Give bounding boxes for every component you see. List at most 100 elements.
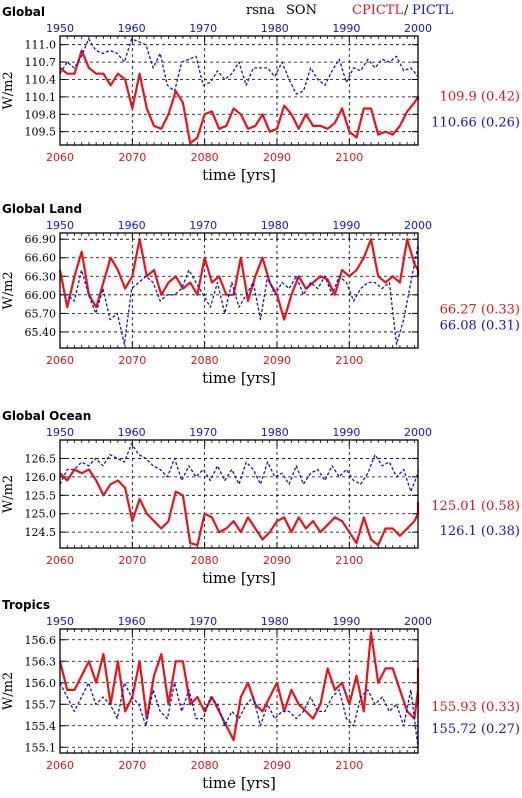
x-top-tick-label: 1960: [118, 615, 146, 628]
plot-frame: [59, 35, 419, 146]
x-bottom-tick-label: 2080: [191, 151, 219, 164]
panel-title: Tropics: [2, 598, 50, 612]
y-tick-label: 126.0: [25, 471, 57, 484]
x-bottom-tick-label: 2060: [46, 354, 74, 367]
x-axis-label: time [yrs]: [202, 166, 276, 184]
panel-title: Global Land: [2, 202, 82, 216]
y-tick-label: 155.7: [25, 698, 57, 711]
x-axis-label: time [yrs]: [202, 369, 276, 387]
x-top-tick-label: 2000: [404, 22, 432, 35]
x-axis-label: time [yrs]: [202, 569, 276, 587]
y-tick-label: 109.8: [25, 108, 57, 121]
y-tick-label: 156.3: [25, 655, 57, 668]
x-bottom-tick-label: 2070: [118, 354, 146, 367]
x-bottom-tick-label: 2080: [191, 554, 219, 567]
x-bottom-tick-label: 2080: [191, 354, 219, 367]
y-tick-label: 66.00: [25, 289, 57, 302]
x-bottom-tick-label: 2070: [118, 554, 146, 567]
y-axis-label: W/m2: [1, 475, 16, 513]
y-tick-label: 156.6: [25, 634, 57, 647]
y-tick-label: 109.5: [25, 126, 57, 139]
x-bottom-tick-label: 2070: [118, 759, 146, 772]
x-top-tick-label: 1990: [332, 426, 360, 439]
x-top-tick-label: 1960: [118, 426, 146, 439]
header-variable: rsna: [246, 3, 275, 18]
x-top-tick-label: 1950: [46, 22, 74, 35]
x-bottom-tick-label: 2090: [263, 151, 291, 164]
x-axis-label: time [yrs]: [202, 774, 276, 792]
x-bottom-tick-label: 2100: [335, 151, 363, 164]
legend-red-label: CPICTL: [352, 3, 403, 18]
x-bottom-tick-label: 2090: [263, 759, 291, 772]
x-bottom-tick-label: 2090: [263, 354, 291, 367]
x-top-tick-label: 1970: [189, 22, 217, 35]
x-bottom-tick-label: 2070: [118, 151, 146, 164]
x-top-tick-label: 1950: [46, 615, 74, 628]
x-top-tick-label: 1960: [118, 219, 146, 232]
series-line-cpictl: [58, 631, 420, 742]
y-tick-label: 110.7: [25, 56, 57, 69]
series-line-pictl: [60, 244, 419, 345]
x-bottom-tick-label: 2100: [335, 554, 363, 567]
y-axis-label: W/m2: [1, 672, 16, 710]
y-tick-label: 65.40: [25, 326, 57, 339]
legend-blue-label: PICTL: [412, 3, 454, 18]
chart-panel-2: Global Ocean 1950 1960 1970 1980 1990 2000 126.…: [1, 409, 520, 587]
series-summary-cpictl: 125.01 (0.58): [431, 499, 520, 514]
series-line-pictl: [59, 682, 419, 748]
x-top-tick-label: 1950: [46, 219, 74, 232]
x-top-tick-label: 2000: [404, 219, 432, 232]
y-tick-label: 66.30: [25, 270, 57, 283]
plot-frame: [59, 628, 419, 754]
series-line-cpictl: [59, 49, 420, 145]
header-season: SON: [286, 3, 317, 18]
legend-separator: /: [404, 3, 409, 18]
y-tick-label: 66.90: [25, 233, 57, 246]
x-top-tick-label: 1980: [261, 22, 289, 35]
series-line-cpictl: [58, 238, 420, 321]
y-tick-label: 66.60: [25, 252, 57, 265]
chart-panel-3: Tropics 1950 1960 1970 1980 1990 2000 156.6 156.…: [1, 598, 520, 792]
series-summary-cpictl: 109.9 (0.42): [440, 89, 520, 104]
panel-title: Global: [2, 5, 45, 19]
y-tick-label: 155.1: [25, 741, 57, 754]
y-tick-label: 124.5: [25, 526, 57, 539]
x-bottom-tick-label: 2060: [46, 759, 74, 772]
plot-frame: [59, 439, 419, 549]
panel-title: Global Ocean: [2, 409, 91, 423]
y-axis-label: W/m2: [1, 271, 16, 309]
series-summary-cpictl: 155.93 (0.33): [431, 700, 520, 715]
y-tick-label: 125.0: [25, 508, 57, 521]
x-top-tick-label: 2000: [404, 615, 432, 628]
series-summary-pictl: 155.72 (0.27): [431, 722, 520, 737]
chart-panel-1: Global Land 1950 1960 1970 1980 1990 2000 66.90…: [1, 202, 520, 387]
y-tick-label: 155.4: [25, 720, 57, 733]
x-top-tick-label: 1960: [118, 22, 146, 35]
x-bottom-tick-label: 2080: [191, 759, 219, 772]
x-top-tick-label: 1990: [332, 22, 360, 35]
series-line-pictl: [59, 443, 419, 493]
y-axis-label: W/m2: [1, 71, 16, 109]
y-tick-label: 126.5: [25, 452, 57, 465]
y-tick-label: 111.0: [25, 39, 57, 52]
x-top-tick-label: 1970: [189, 426, 217, 439]
series-line-pictl: [59, 38, 419, 95]
x-top-tick-label: 1970: [189, 219, 217, 232]
series-summary-pictl: 66.08 (0.31): [440, 319, 520, 334]
x-bottom-tick-label: 2100: [335, 354, 363, 367]
x-top-tick-label: 1980: [261, 219, 289, 232]
y-tick-label: 125.5: [25, 489, 57, 502]
x-top-tick-label: 1980: [261, 426, 289, 439]
y-tick-label: 65.70: [25, 307, 57, 320]
x-top-tick-label: 1990: [332, 219, 360, 232]
series-summary-pictl: 126.1 (0.38): [440, 524, 520, 539]
y-tick-label: 110.1: [25, 91, 57, 104]
x-bottom-tick-label: 2100: [335, 759, 363, 772]
series-summary-pictl: 110.66 (0.26): [431, 115, 520, 130]
x-top-tick-label: 1980: [261, 615, 289, 628]
x-top-tick-label: 1970: [189, 615, 217, 628]
x-top-tick-label: 1990: [332, 615, 360, 628]
x-bottom-tick-label: 2060: [46, 554, 74, 567]
x-top-tick-label: 1950: [46, 426, 74, 439]
